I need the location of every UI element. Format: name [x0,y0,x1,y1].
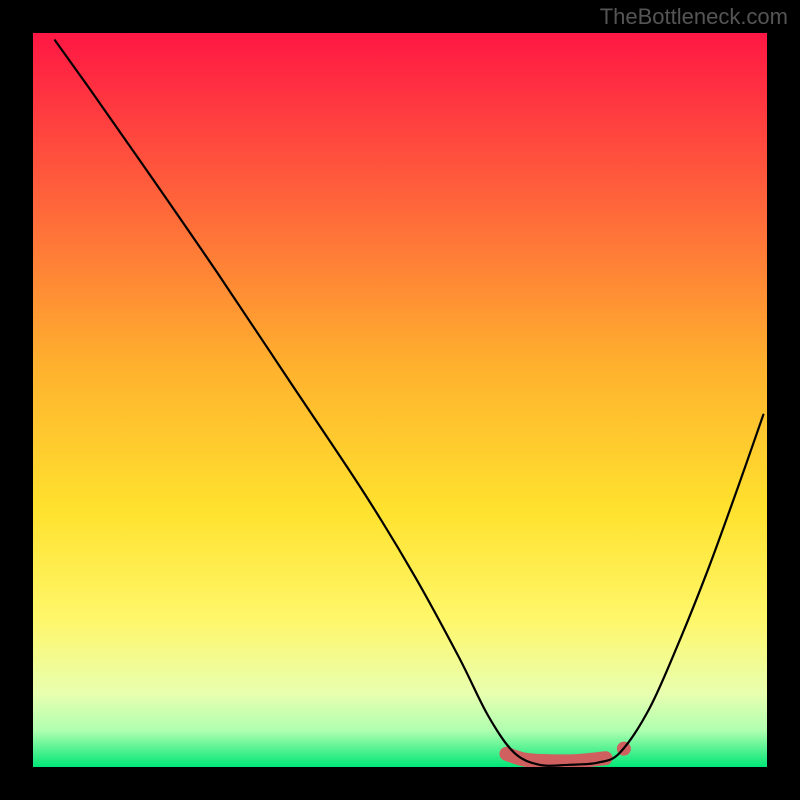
chart-background [33,33,767,767]
chart-svg [0,0,800,800]
watermark-text: TheBottleneck.com [600,4,788,30]
chart-container: TheBottleneck.com [0,0,800,800]
